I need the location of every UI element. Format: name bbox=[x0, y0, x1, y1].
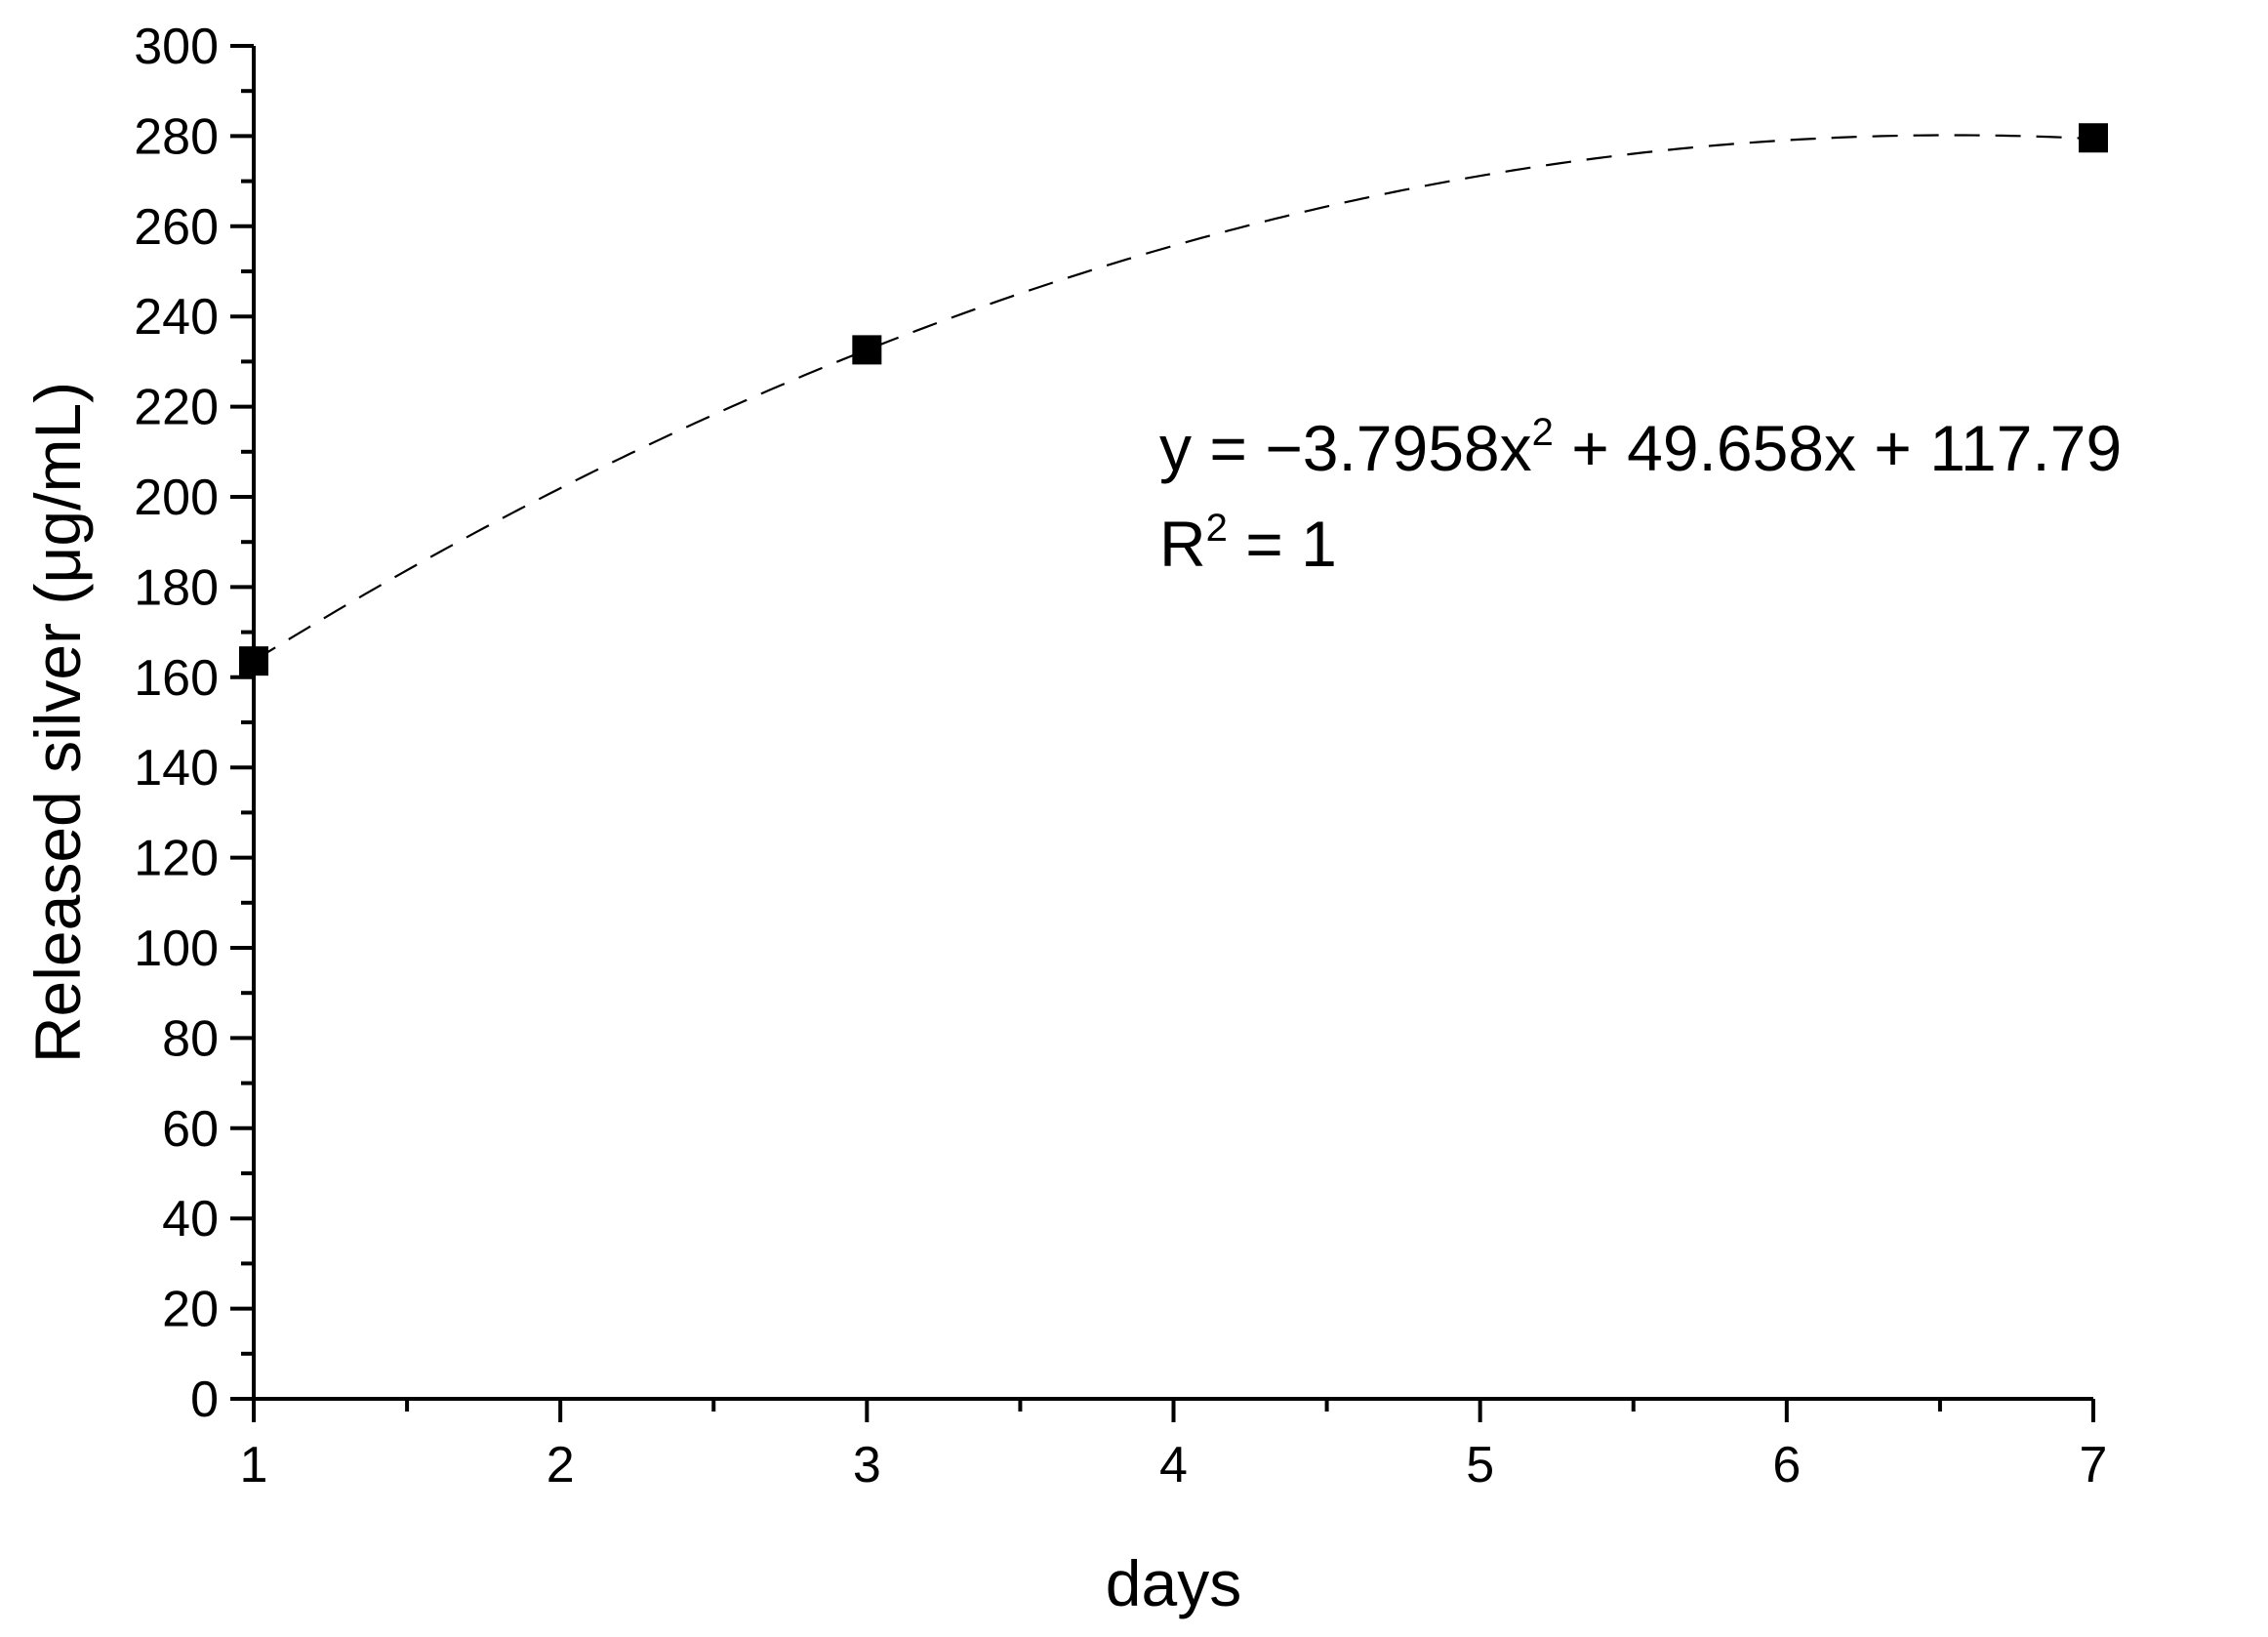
equation-exponent: 2 bbox=[1532, 411, 1554, 454]
labels-layer: 1 2 3 4 5 6 7 0 20 40 60 80 100 120 140 160 180 200 220 240… bbox=[134, 19, 2107, 1494]
x-tick-label: 3 bbox=[853, 1437, 881, 1494]
y-tick-label: 160 bbox=[134, 650, 219, 707]
y-tick-label: 300 bbox=[134, 19, 219, 75]
y-tick-label: 260 bbox=[134, 199, 219, 256]
x-tick-label: 7 bbox=[2080, 1437, 2108, 1494]
data-point bbox=[2079, 123, 2108, 153]
x-tick-label: 5 bbox=[1466, 1437, 1494, 1494]
y-tick-label: 200 bbox=[134, 470, 219, 526]
r-squared: R2 = 1 bbox=[1159, 507, 1337, 580]
points-layer bbox=[239, 123, 2108, 676]
fit-equation: y = −3.7958x2 + 49.658x + 117.79 bbox=[1159, 411, 2122, 484]
r2-exponent: 2 bbox=[1206, 507, 1228, 550]
y-tick-label: 20 bbox=[162, 1282, 219, 1338]
fit-curve bbox=[253, 134, 2094, 662]
r2-suffix: = 1 bbox=[1228, 508, 1337, 580]
r2-prefix: R bbox=[1159, 508, 1206, 580]
data-point bbox=[239, 646, 268, 676]
x-tick-label: 6 bbox=[1772, 1437, 1801, 1494]
equation-suffix: + 49.658x + 117.79 bbox=[1554, 412, 2122, 484]
y-tick-label: 240 bbox=[134, 289, 219, 346]
y-tick-label: 280 bbox=[134, 108, 219, 165]
y-tick-label: 40 bbox=[162, 1191, 219, 1248]
y-tick-label: 60 bbox=[162, 1101, 219, 1158]
x-axis-title: days bbox=[1106, 1547, 1241, 1619]
y-tick-label: 180 bbox=[134, 559, 219, 616]
x-tick-label: 4 bbox=[1159, 1437, 1188, 1494]
y-tick-label: 120 bbox=[134, 831, 219, 887]
y-axis-title: Released silver (μg/mL) bbox=[21, 382, 94, 1063]
data-point bbox=[852, 335, 882, 365]
x-tick-label: 1 bbox=[240, 1437, 268, 1494]
ticks-layer bbox=[230, 44, 2095, 1422]
y-tick-label: 0 bbox=[190, 1371, 219, 1428]
equation-prefix: y = −3.7958x bbox=[1159, 412, 1532, 484]
y-tick-label: 100 bbox=[134, 921, 219, 977]
y-tick-label: 220 bbox=[134, 380, 219, 436]
y-tick-label: 80 bbox=[162, 1010, 219, 1067]
y-tick-label: 140 bbox=[134, 740, 219, 797]
x-tick-label: 2 bbox=[547, 1437, 575, 1494]
